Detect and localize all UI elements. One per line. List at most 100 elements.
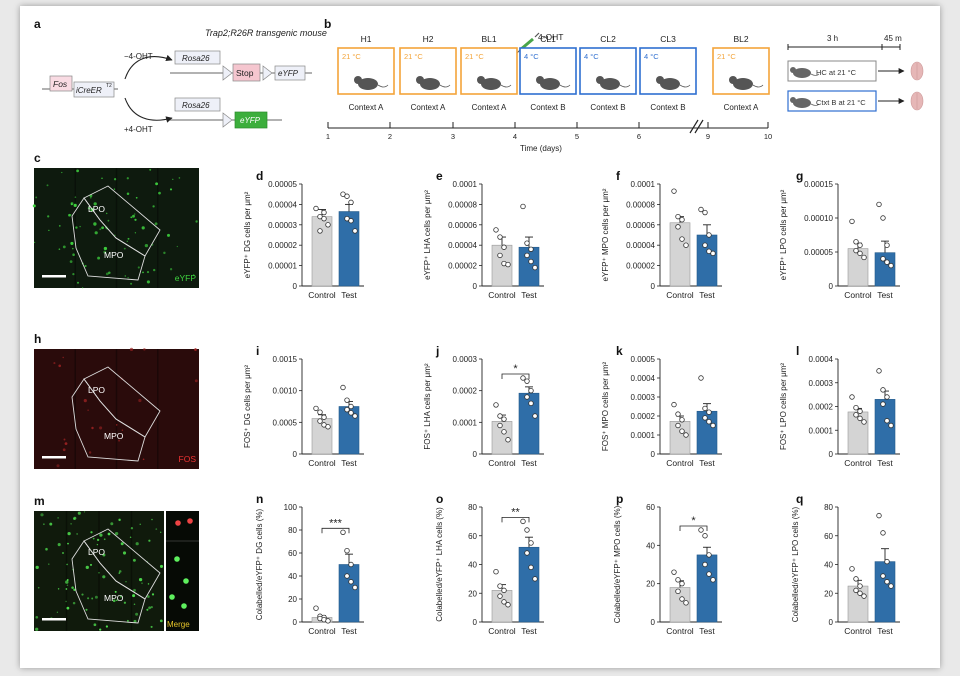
data-point bbox=[857, 415, 863, 422]
data-point bbox=[532, 264, 538, 271]
x-category-label: Control bbox=[666, 626, 694, 636]
x-category-label: Test bbox=[699, 458, 715, 468]
data-point bbox=[706, 552, 712, 558]
chart-g: g 0 0.00005 0.00010 0.00015 eYFP⁺ LPO cells p… bbox=[779, 169, 900, 300]
session-label: H1 bbox=[361, 34, 372, 44]
chart-o: o 0 20 40 60 80 Colabelled/eYFP⁺ LHA cells (%)… bbox=[435, 492, 544, 636]
data-point bbox=[321, 209, 327, 216]
data-point bbox=[884, 558, 890, 565]
y-tick-label: 0.00005 bbox=[804, 248, 833, 257]
data-point bbox=[524, 378, 530, 384]
data-point bbox=[325, 618, 331, 624]
x-category-label: Control bbox=[844, 458, 872, 468]
data-point bbox=[675, 577, 681, 583]
x-category-label: Test bbox=[877, 458, 893, 468]
data-point bbox=[317, 409, 323, 415]
x-category-label: Test bbox=[521, 458, 537, 468]
data-point bbox=[675, 588, 681, 595]
session-temp: 21 °C bbox=[717, 52, 736, 61]
data-point bbox=[683, 600, 689, 606]
significance-bracket bbox=[501, 516, 530, 523]
day-label: 9 bbox=[706, 132, 710, 141]
drug-label: 4-OHT bbox=[538, 32, 564, 42]
y-tick-label: 0 bbox=[473, 618, 478, 627]
y-tick-label: 40 bbox=[824, 561, 833, 570]
chart-l: l 0 0.0001 0.0002 0.0003 0.0004 FOS⁺ LPO cells… bbox=[779, 344, 900, 468]
panel-label-n: n bbox=[256, 492, 263, 506]
y-tick-label: 0.0010 bbox=[273, 387, 298, 396]
data-point bbox=[857, 408, 863, 414]
data-point bbox=[528, 400, 534, 407]
data-point bbox=[344, 573, 350, 579]
mouse-line-title: Trap2;R26R transgenic mouse bbox=[205, 28, 327, 38]
data-point bbox=[702, 209, 708, 216]
data-point bbox=[528, 540, 534, 546]
y-axis-label: Colabelled/eYFP⁺ MPO cells (%) bbox=[613, 505, 622, 623]
loxp-triangle-1 bbox=[222, 65, 233, 81]
y-tick-label: 20 bbox=[288, 595, 297, 604]
y-tick-label: 0.00004 bbox=[626, 241, 655, 250]
fos-gene-box bbox=[49, 75, 73, 92]
y-tick-label: 20 bbox=[468, 589, 477, 598]
data-point bbox=[849, 218, 855, 225]
x-category-label: Test bbox=[341, 290, 357, 300]
y-tick-label: 60 bbox=[468, 532, 477, 541]
data-point bbox=[321, 414, 327, 420]
panel-label-e: e bbox=[436, 169, 443, 183]
panel-label-c: c bbox=[34, 151, 41, 165]
panel-a: a Trap2;R26R transgenic mouse Fos iCreER… bbox=[34, 17, 327, 134]
y-tick-label: 0.00010 bbox=[804, 214, 833, 223]
x-category-label: Control bbox=[666, 458, 694, 468]
x-category-label: Test bbox=[877, 290, 893, 300]
significance-label: * bbox=[691, 515, 696, 527]
x-category-label: Control bbox=[488, 458, 516, 468]
panel-label-k: k bbox=[616, 344, 623, 358]
x-category-label: Test bbox=[699, 626, 715, 636]
data-point bbox=[493, 227, 499, 233]
day-label: 3 bbox=[451, 132, 455, 141]
ctxt-label: Ctxt B at 21 °C bbox=[816, 98, 866, 107]
minus-ohf-arrow bbox=[124, 54, 173, 80]
data-point bbox=[679, 417, 685, 423]
cell-signal bbox=[35, 511, 164, 631]
icreer-box bbox=[73, 81, 115, 98]
channel-label: eYFP bbox=[175, 273, 197, 283]
mouse-icon bbox=[354, 76, 389, 90]
data-point bbox=[675, 411, 681, 417]
panel-label-o: o bbox=[436, 492, 443, 506]
mpo-outline bbox=[71, 540, 146, 624]
chart-e: e 0 0.00002 0.00004 0.00006 0.00008 0.0001 eYFP… bbox=[423, 169, 544, 300]
data-point bbox=[880, 530, 886, 536]
data-point bbox=[352, 584, 358, 591]
data-point bbox=[880, 387, 886, 393]
ctxt-box bbox=[787, 90, 877, 112]
session-label: CL1 bbox=[540, 34, 556, 44]
session-temp: 21 °C bbox=[404, 52, 423, 61]
x-category-label: Test bbox=[341, 626, 357, 636]
day-label: 2 bbox=[388, 132, 392, 141]
data-point bbox=[679, 428, 685, 434]
data-point bbox=[520, 203, 526, 210]
micrograph-h bbox=[34, 349, 199, 469]
data-point bbox=[675, 224, 681, 230]
data-point bbox=[497, 234, 503, 240]
context-label: Context A bbox=[472, 103, 507, 112]
x-category-label: Control bbox=[308, 290, 336, 300]
y-tick-label: 0.00008 bbox=[626, 200, 655, 209]
y-axis-label: FOS⁺ MPO cells per μm² bbox=[601, 362, 610, 452]
y-tick-label: 0.0001 bbox=[809, 426, 834, 435]
data-point bbox=[348, 561, 354, 568]
x-category-label: Control bbox=[488, 290, 516, 300]
data-point bbox=[857, 242, 863, 248]
significance-label: ** bbox=[511, 506, 520, 518]
data-point bbox=[505, 602, 511, 608]
mpo-outline bbox=[71, 197, 146, 281]
data-point bbox=[344, 397, 350, 403]
bar-test bbox=[874, 561, 896, 623]
bar-test bbox=[338, 564, 360, 623]
y-tick-label: 20 bbox=[824, 589, 833, 598]
timeline-break-icon bbox=[689, 119, 704, 134]
y-tick-label: 0 bbox=[293, 618, 298, 627]
data-point bbox=[532, 413, 538, 419]
data-point bbox=[702, 533, 708, 539]
